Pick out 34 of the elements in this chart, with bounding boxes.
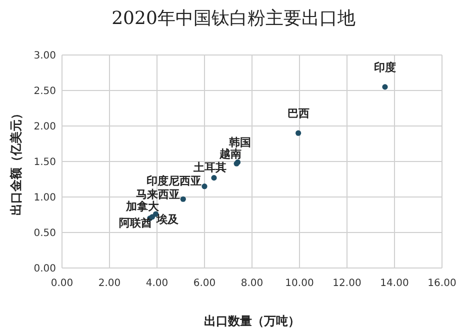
point [296, 130, 302, 136]
series-label: 马来西亚 [136, 188, 180, 202]
series-label: 印度 [374, 60, 396, 74]
series-label: 印度尼西亚 [146, 174, 202, 188]
y-tick-label: 1.00 [34, 192, 56, 204]
point [180, 196, 186, 202]
y-tick-label: 0.50 [34, 228, 56, 239]
series-label: 韩国 [228, 136, 251, 150]
y-tick-label: 2.00 [34, 122, 56, 132]
x-tick-label: 2.00 [98, 278, 121, 289]
series-label: 埃及 [155, 212, 180, 226]
y-tick-label: 2.50 [34, 86, 56, 97]
series-label: 巴西 [287, 107, 310, 120]
y-tick-label: 3.00 [34, 50, 56, 62]
series-label: 土耳其 [192, 160, 226, 174]
chart-title: 2020年中国钛白粉主要出口地 [112, 8, 356, 29]
x-tick-label: 16.00 [428, 278, 456, 289]
y-tick-label: 0.00 [34, 264, 56, 274]
series-label: 越南 [218, 148, 242, 161]
x-tick-label: 0.00 [50, 278, 74, 289]
x-tick-label: 6.00 [193, 278, 216, 289]
x-tick-label: 14.00 [380, 278, 409, 289]
y-axis-title: 出口金额（亿美元） [9, 108, 23, 216]
x-tick-label: 8.00 [240, 278, 264, 289]
series-label: 加拿大 [124, 200, 160, 214]
point [382, 84, 388, 90]
x-tick-label: 12.00 [332, 278, 362, 289]
point [202, 184, 208, 190]
y-tick-label: 1.50 [34, 157, 56, 168]
x-axis-title: 出口数量（万吨） [204, 314, 300, 328]
x-tick-label: 4.00 [146, 278, 168, 289]
point [211, 175, 217, 181]
x-tick-label: 10.00 [285, 278, 314, 289]
series-label: 阿联酋 [118, 216, 152, 230]
